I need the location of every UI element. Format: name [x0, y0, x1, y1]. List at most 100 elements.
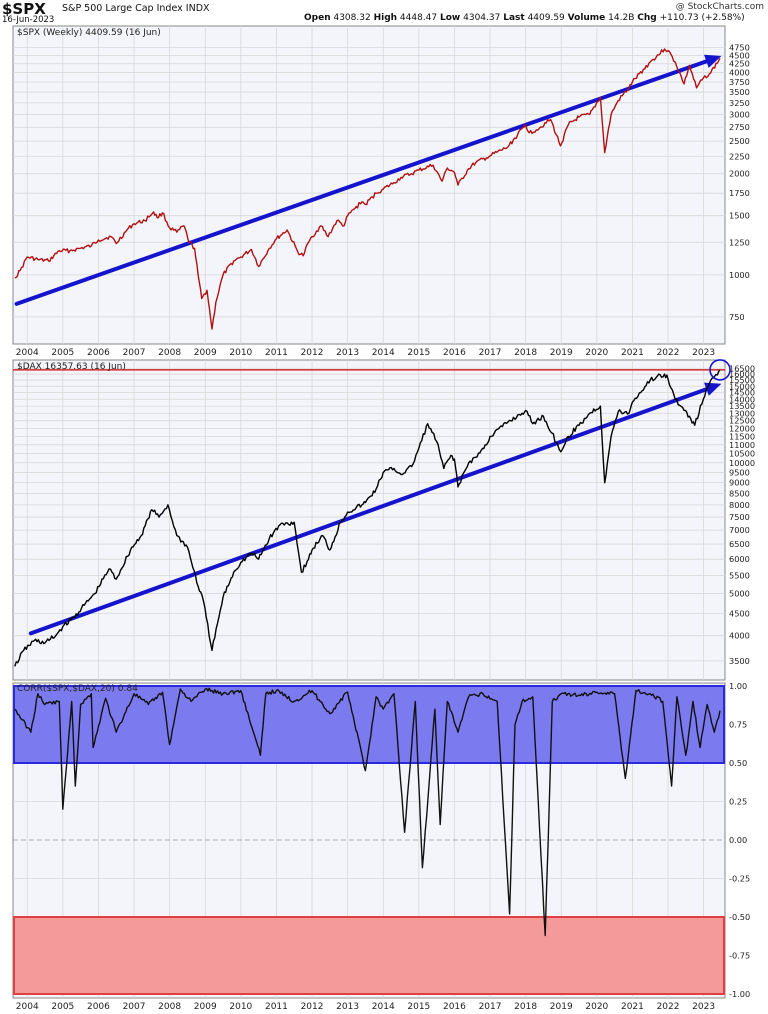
- y-tick-label: 6000: [729, 554, 750, 564]
- y-tick-label: 1250: [729, 237, 750, 247]
- y-tick-label: 7000: [729, 525, 750, 535]
- ohlc-readout: Open 4308.32 High 4448.47 Low 4304.37 La…: [304, 13, 745, 23]
- y-tick-label: 11000: [729, 440, 755, 450]
- y-tick-label: 12500: [729, 416, 755, 426]
- spx-trend-arrow: [14, 54, 722, 306]
- y-tick-label: -0.25: [729, 874, 750, 884]
- x-tick-label: 2021: [621, 348, 644, 358]
- y-tick-label: 3500: [729, 656, 750, 666]
- x-tick-label: 2008: [158, 1002, 181, 1012]
- y-tick-label: 12000: [729, 423, 755, 433]
- spx-panel-label: $SPX (Weekly) 4409.59 (16 Jun): [17, 28, 161, 38]
- low-value: 4304.37: [463, 13, 501, 23]
- dax-panel-label: $DAX 16357.63 (16 Jun): [17, 362, 126, 372]
- x-tick-label: 2009: [194, 1002, 217, 1012]
- y-tick-label: 10000: [729, 458, 755, 468]
- x-tick-label: 2007: [123, 1002, 146, 1012]
- x-tick-label: 2019: [550, 1002, 573, 1012]
- chg-label: Chg: [637, 13, 657, 23]
- y-tick-label: 4000: [729, 68, 750, 78]
- y-tick-label: 10500: [729, 449, 755, 459]
- corr-panel-label: CORR($SPX,$DAX,20) 0.84: [17, 684, 138, 694]
- y-tick-label: 5500: [729, 571, 750, 581]
- y-tick-label: 8500: [729, 488, 750, 498]
- y-tick-label: 3250: [729, 98, 750, 108]
- exchange: INDX: [185, 3, 210, 14]
- x-tick-label: 2012: [301, 348, 324, 358]
- x-tick-label: 2010: [229, 1002, 252, 1012]
- chart-date: 16-Jun-2023: [2, 15, 55, 25]
- correlation-line: [14, 687, 721, 937]
- x-tick-label: 2005: [51, 348, 74, 358]
- dax-panel: 3500 4000 4500 5000 5500 6000 6500 7000 7500 8000…: [12, 359, 755, 681]
- y-tick-label: -0.75: [729, 951, 750, 961]
- spx-trend-arrow-shaft: [14, 59, 709, 306]
- x-tick-label: 2014: [372, 1002, 395, 1012]
- y-tick-label: 8000: [729, 500, 750, 510]
- x-tick-label: 2014: [372, 348, 395, 358]
- dax-highlight-circle: [709, 359, 731, 381]
- spx-panel-frame: [12, 25, 726, 345]
- x-tick-label: 2017: [479, 1002, 502, 1012]
- volume-label: Volume: [567, 13, 606, 23]
- x-tick-label: 2013: [336, 348, 359, 358]
- y-tick-label: 0.00: [729, 835, 747, 845]
- x-tick-label: 2011: [265, 348, 288, 358]
- y-tick-label: 16500: [729, 363, 755, 373]
- x-tick-label: 2013: [336, 1002, 359, 1012]
- y-tick-label: -1.00: [729, 989, 750, 999]
- spx-series: [14, 48, 721, 330]
- dax-price-line: [14, 369, 721, 667]
- x-tick-label: 2023: [692, 1002, 715, 1012]
- corr-series: [14, 687, 721, 937]
- x-tick-label: 2019: [550, 348, 573, 358]
- y-tick-label: 2250: [729, 152, 750, 162]
- y-tick-label: 2750: [729, 122, 750, 132]
- x-tick-label: 2010: [229, 348, 252, 358]
- dax-panel-frame: [12, 359, 726, 681]
- instrument-name: S&P 500 Large Cap Index INDX: [62, 3, 210, 14]
- volume-value: 14.2B: [608, 13, 635, 23]
- x-tick-label: 2005: [51, 1002, 74, 1012]
- x-tick-label: 2022: [657, 348, 680, 358]
- x-tick-label: 2020: [585, 1002, 608, 1012]
- y-tick-label: 13000: [729, 408, 755, 418]
- y-tick-label: 13500: [729, 401, 755, 411]
- y-tick-label: 0.25: [729, 797, 747, 807]
- open-value: 4308.32: [333, 13, 371, 23]
- x-tick-label: 2008: [158, 348, 181, 358]
- x-tick-label: 2006: [87, 1002, 110, 1012]
- spx-trend-arrow-head: [704, 54, 722, 68]
- open-label: Open: [304, 13, 331, 23]
- chg-value: +110.73 (+2.58%): [659, 13, 745, 23]
- y-tick-label: 15000: [729, 381, 755, 391]
- x-tick-label: 2007: [123, 348, 146, 358]
- y-tick-label: 1.00: [729, 681, 747, 691]
- y-tick-label: 2000: [729, 169, 750, 179]
- x-tick-label: 2022: [657, 1002, 680, 1012]
- y-tick-label: 1500: [729, 211, 750, 221]
- dax-series: [14, 369, 721, 667]
- spx-y-axis: 750 1000 1250 1500 1750 2000 2250 2500 2750 3000 3…: [729, 42, 750, 321]
- y-tick-label: 0.50: [729, 758, 747, 768]
- y-tick-label: 3000: [729, 110, 750, 120]
- spx-gridlines: [13, 26, 725, 344]
- y-tick-label: 1000: [729, 270, 750, 280]
- high-value: 4448.47: [399, 13, 438, 23]
- y-tick-label: 4000: [729, 631, 750, 641]
- x-tick-label: 2018: [514, 348, 537, 358]
- y-tick-label: 4500: [729, 608, 750, 618]
- red-band: [13, 916, 725, 995]
- y-tick-label: 750: [729, 312, 745, 322]
- brand-watermark[interactable]: @ StockCharts.com: [675, 2, 764, 12]
- x-tick-label: 2012: [301, 1002, 324, 1012]
- y-tick-label: 6500: [729, 539, 750, 549]
- x-tick-label: 2016: [443, 348, 466, 358]
- y-tick-label: -0.50: [729, 912, 750, 922]
- y-tick-label: 9000: [729, 478, 750, 488]
- x-axis-top: 2004 2005 2006 2007 2008 2009 2010 2011 2012 2013…: [16, 348, 715, 358]
- blue-band: [13, 685, 725, 764]
- spx-panel: 750 1000 1250 1500 1750 2000 2250 2500 2750 3000 3…: [12, 25, 750, 345]
- dax-trend-arrow-shaft: [28, 387, 709, 636]
